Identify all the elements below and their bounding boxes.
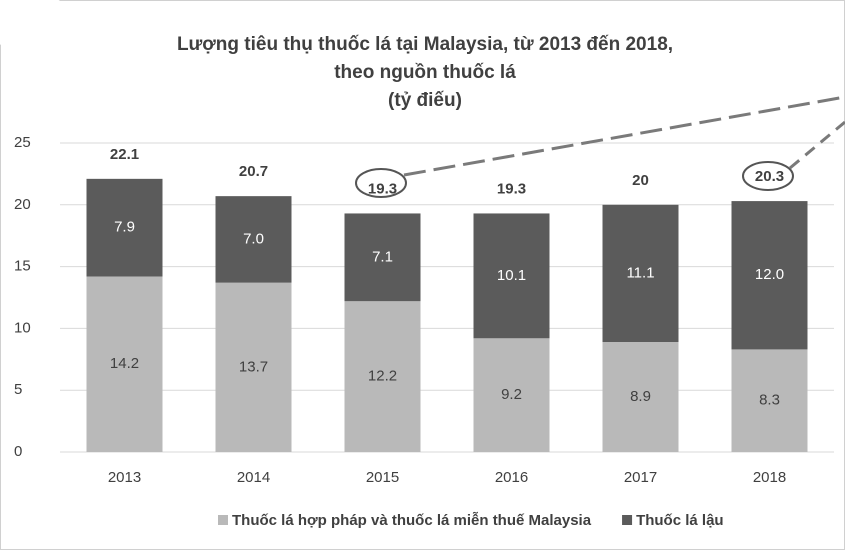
x-tick-label: 2016 xyxy=(495,469,528,486)
data-label: 12.0 xyxy=(755,266,784,283)
bar-segment xyxy=(473,213,550,339)
chart-title: Lượng tiêu thụ thuốc lá tại Malaysia, từ… xyxy=(177,34,673,55)
x-tick-label: 2014 xyxy=(237,469,270,486)
total-label: 20.7 xyxy=(239,163,268,180)
data-label: 8.3 xyxy=(759,392,780,409)
data-label: 14.2 xyxy=(110,355,139,372)
bar-segment xyxy=(86,276,163,452)
bar-segment xyxy=(86,178,163,277)
y-tick-label: 0 xyxy=(14,443,22,460)
data-label: 13.7 xyxy=(239,358,268,375)
legend-label: Thuốc lá lậu xyxy=(636,512,724,529)
x-tick-label: 2015 xyxy=(366,469,399,486)
y-tick-label: 10 xyxy=(14,319,31,336)
chart-title: theo nguồn thuốc lá xyxy=(334,62,516,83)
callout-line xyxy=(403,95,845,177)
total-label: 19.3 xyxy=(368,180,397,197)
data-label: 11.1 xyxy=(626,264,654,281)
callout-ellipse xyxy=(355,168,407,198)
bar-segment xyxy=(344,301,421,452)
y-tick-label: 20 xyxy=(14,196,31,213)
data-label: 8.9 xyxy=(630,388,651,405)
data-label: 7.1 xyxy=(372,248,393,265)
y-tick-label: 5 xyxy=(14,381,22,398)
data-label: 12.2 xyxy=(368,368,397,385)
bar-segment xyxy=(731,201,808,350)
legend-swatch xyxy=(218,515,228,525)
total-label: 20.3 xyxy=(755,168,784,185)
data-label: 7.0 xyxy=(243,230,264,247)
bar-segment xyxy=(473,338,550,452)
data-label: 10.1 xyxy=(497,267,526,284)
legend-swatch xyxy=(622,515,633,525)
bar-segment xyxy=(602,204,679,342)
bar-segment xyxy=(602,341,679,452)
corner xyxy=(0,0,60,45)
y-tick-label: 25 xyxy=(14,134,31,151)
callouts xyxy=(355,95,845,198)
total-label: 20 xyxy=(632,172,649,189)
total-label: 19.3 xyxy=(497,180,526,197)
chart-title: (tỷ điếu) xyxy=(388,90,462,111)
callout-ellipse xyxy=(742,161,794,191)
x-tick-label: 2018 xyxy=(753,469,786,486)
x-tick-label: 2013 xyxy=(108,469,141,486)
bar-segment xyxy=(215,196,292,283)
bar-segment xyxy=(215,282,292,452)
callout-line xyxy=(789,120,845,170)
data-label: 9.2 xyxy=(501,386,522,403)
total-label: 22.1 xyxy=(110,146,139,163)
y-tick-label: 15 xyxy=(14,258,31,275)
legend-label: Thuốc lá hợp pháp và thuốc lá miễn thuế … xyxy=(232,512,592,529)
bar-segment xyxy=(731,349,808,452)
data-label: 7.9 xyxy=(114,219,135,236)
x-tick-label: 2017 xyxy=(624,469,657,486)
bar-segment xyxy=(344,213,421,302)
